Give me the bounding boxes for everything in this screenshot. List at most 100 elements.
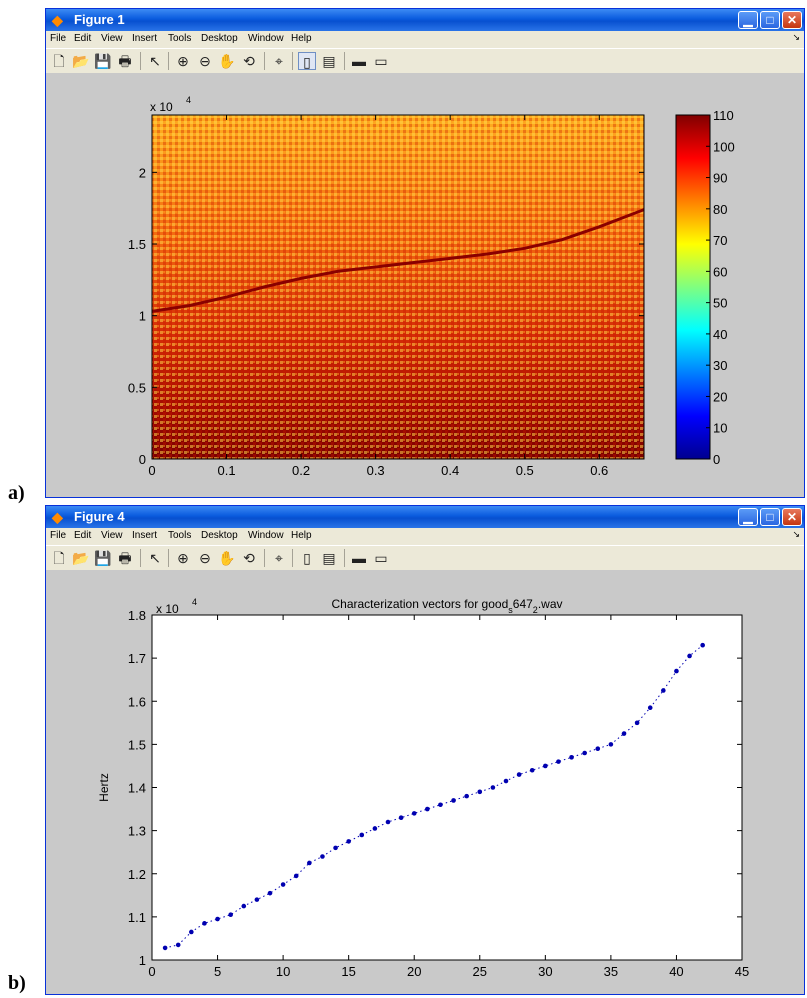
y-tick-label: 1.2 <box>128 867 146 882</box>
colorbar-tick-label: 40 <box>713 327 727 342</box>
maximize-button[interactable]: □ <box>760 508 780 526</box>
data-cursor-icon[interactable]: ⌖ <box>275 53 283 69</box>
data-point <box>621 731 627 736</box>
data-point <box>438 802 443 808</box>
open-file-icon[interactable]: 📂 <box>72 53 90 69</box>
figure-canvas: 0 0.1 0.2 0.3 0.4 0.5 0.6 0 0.5 1 1.5 2 x 10 4 0 10 20 30… <box>46 73 804 497</box>
data-point <box>280 882 286 887</box>
y-tick-label: 2 <box>139 165 146 180</box>
x-tick-label: 30 <box>538 964 552 979</box>
data-point <box>425 806 430 812</box>
toolbar-separator <box>344 52 345 70</box>
x-tick-label: 0.2 <box>292 463 310 478</box>
menu-grip-icon: ↘ <box>792 529 800 539</box>
save-icon[interactable]: 💾 <box>94 53 112 69</box>
open-file-icon[interactable]: 📂 <box>72 550 90 566</box>
spectrogram-figure: 0 0.1 0.2 0.3 0.4 0.5 0.600.511.52x 10 40102030… <box>128 95 735 478</box>
zoom-in-icon[interactable]: ⊕ <box>177 550 189 566</box>
y-tick-label: 1.8 <box>128 608 146 623</box>
colorbar-tick-label: 90 <box>713 171 727 186</box>
zoom-out-icon[interactable]: ⊖ <box>199 53 211 69</box>
title-bar[interactable]: ◆ Figure 1 ▁ □ ✕ <box>46 9 804 31</box>
toolbar-separator <box>168 52 169 70</box>
hide-plot-tools-icon[interactable]: ▬ <box>352 53 366 69</box>
pan-icon[interactable]: ✋ <box>218 53 236 69</box>
colorbar-tick-label: 60 <box>713 264 727 279</box>
save-icon[interactable]: 💾 <box>94 550 112 566</box>
new-figure-icon[interactable]: 🗋 <box>53 53 65 69</box>
menu-insert[interactable]: Insert <box>132 530 158 541</box>
x-tick-label: 5 <box>214 964 221 979</box>
colorbar-icon[interactable]: ▯ <box>303 550 311 566</box>
data-point <box>333 845 338 851</box>
data-point <box>687 653 692 659</box>
legend-icon[interactable]: ▤ <box>322 550 336 566</box>
legend-icon[interactable]: ▤ <box>322 53 336 69</box>
pointer-icon[interactable]: ↖ <box>149 53 161 69</box>
menu-view[interactable]: View <box>101 530 123 541</box>
close-button[interactable]: ✕ <box>782 508 802 526</box>
minimize-button[interactable]: ▁ <box>738 508 758 526</box>
chart-title-part: s <box>508 605 513 615</box>
show-plot-tools-icon[interactable]: ▭ <box>374 550 388 566</box>
menu-view[interactable]: View <box>101 33 123 44</box>
chart-title-part: .wav <box>538 597 563 611</box>
hide-plot-tools-icon[interactable]: ▬ <box>352 550 366 566</box>
pan-icon[interactable]: ✋ <box>218 550 236 566</box>
menu-window[interactable]: Window <box>248 33 284 44</box>
series-line <box>164 644 703 949</box>
pointer-icon[interactable]: ↖ <box>149 550 161 566</box>
data-cursor-icon[interactable]: ⌖ <box>275 550 283 566</box>
data-point <box>398 815 404 820</box>
minimize-button[interactable]: ▁ <box>738 11 758 29</box>
menu-edit[interactable]: Edit <box>74 33 92 44</box>
y-tick-label: 1.7 <box>128 651 146 666</box>
data-point <box>385 819 391 825</box>
x-tick-label: 15 <box>341 964 355 979</box>
print-icon[interactable]: 🖶 <box>118 53 132 69</box>
menu-desktop[interactable]: Desktop <box>201 33 238 44</box>
data-point <box>215 916 220 922</box>
data-point <box>516 772 522 777</box>
toolbar-separator <box>292 549 293 567</box>
menu-help[interactable]: Help <box>291 530 312 541</box>
menu-help[interactable]: Help <box>291 33 312 44</box>
data-point <box>346 839 351 844</box>
data-point <box>189 929 194 935</box>
x-tick-label: 0.6 <box>590 463 608 478</box>
menu-file[interactable]: File <box>50 33 67 44</box>
menu-window[interactable]: Window <box>248 530 284 541</box>
menu-tools[interactable]: Tools <box>168 530 192 541</box>
maximize-button[interactable]: □ <box>760 11 780 29</box>
menu-insert[interactable]: Insert <box>132 33 158 44</box>
show-plot-tools-icon[interactable]: ▭ <box>374 53 388 69</box>
title-bar[interactable]: ◆ Figure 4 ▁ □ ✕ <box>46 506 804 528</box>
rotate-3d-icon[interactable]: ⟲ <box>243 550 255 566</box>
menu-bar: File Edit View Insert Tools Desktop Wind… <box>46 529 804 544</box>
data-point <box>175 942 181 948</box>
x-tick-label: 40 <box>669 964 683 979</box>
zoom-in-icon[interactable]: ⊕ <box>177 53 189 69</box>
menu-edit[interactable]: Edit <box>74 530 92 541</box>
colorbar-tick-label: 0 <box>713 452 720 467</box>
new-figure-icon[interactable]: 🗋 <box>53 550 65 566</box>
zoom-out-icon[interactable]: ⊖ <box>199 550 211 566</box>
close-button[interactable]: ✕ <box>782 11 802 29</box>
menu-file[interactable]: File <box>50 530 67 541</box>
data-point <box>543 763 548 769</box>
rotate-3d-icon[interactable]: ⟲ <box>243 53 255 69</box>
data-point <box>608 742 614 747</box>
menu-desktop[interactable]: Desktop <box>201 530 238 541</box>
y-tick-label: 1.4 <box>128 781 146 796</box>
toolbar-separator <box>168 549 169 567</box>
data-point <box>451 798 456 803</box>
colorbar-tick-label: 20 <box>713 389 727 404</box>
figure-1-window: ◆ Figure 1 ▁ □ ✕ File Edit View Insert T… <box>45 8 805 498</box>
data-point <box>267 890 273 896</box>
colorbar-icon[interactable]: ▯ <box>298 52 316 70</box>
data-point <box>464 793 469 799</box>
axes-frame <box>151 114 645 460</box>
menu-tools[interactable]: Tools <box>168 33 192 44</box>
toolbar-separator <box>264 549 265 567</box>
print-icon[interactable]: 🖶 <box>118 550 132 566</box>
